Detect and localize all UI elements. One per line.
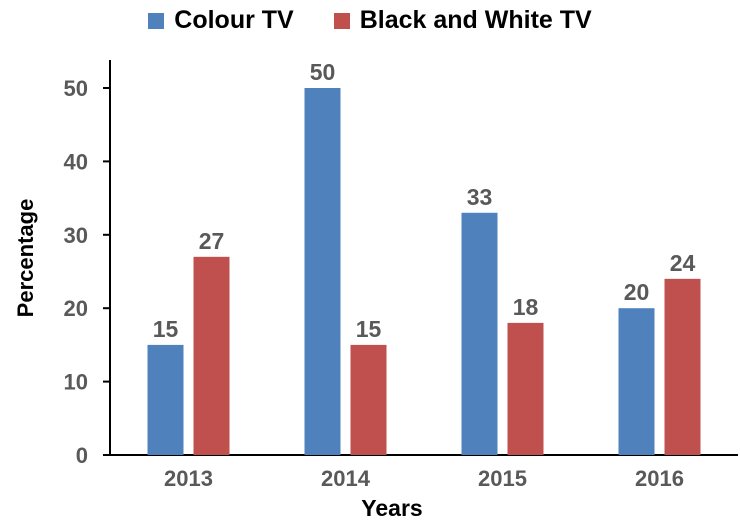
chart-legend: Colour TV Black and White TV bbox=[0, 6, 740, 35]
bar-black-white-tv-2015 bbox=[507, 322, 544, 455]
data-label: 24 bbox=[670, 250, 696, 276]
data-label: 50 bbox=[310, 59, 336, 85]
legend-swatch-black-white-tv bbox=[333, 12, 350, 29]
y-tick-label: 0 bbox=[76, 443, 88, 468]
bar-colour-tv-2014 bbox=[304, 88, 341, 455]
data-label: 33 bbox=[467, 184, 493, 210]
data-labels: 15 27 50 15 33 18 20 24 bbox=[153, 59, 696, 342]
y-tick-label: 20 bbox=[64, 296, 88, 321]
y-tick-label: 10 bbox=[64, 370, 88, 395]
bar-black-white-tv-2014 bbox=[350, 344, 387, 455]
data-label: 18 bbox=[513, 294, 539, 320]
legend-swatch-colour-tv bbox=[148, 12, 165, 29]
x-axis-title: Years bbox=[361, 495, 422, 521]
data-label: 15 bbox=[153, 316, 179, 342]
y-tick-label: 50 bbox=[64, 76, 88, 101]
legend-label-black-white-tv: Black and White TV bbox=[359, 6, 592, 34]
data-label: 20 bbox=[624, 279, 650, 305]
data-label: 27 bbox=[199, 228, 225, 254]
y-axis: 0 10 20 30 40 50 bbox=[64, 60, 111, 468]
bar-colour-tv-2016 bbox=[618, 308, 655, 455]
x-tick-label: 2015 bbox=[478, 466, 527, 491]
bars bbox=[147, 88, 701, 455]
x-tick-label: 2016 bbox=[635, 466, 684, 491]
legend-item-colour-tv: Colour TV bbox=[148, 6, 294, 35]
data-label: 15 bbox=[356, 316, 382, 342]
bar-colour-tv-2013 bbox=[147, 344, 184, 455]
bar-colour-tv-2015 bbox=[461, 212, 498, 455]
bar-black-white-tv-2013 bbox=[193, 256, 230, 455]
legend-label-colour-tv: Colour TV bbox=[174, 6, 294, 34]
x-tick-label: 2014 bbox=[321, 466, 371, 491]
y-tick-label: 40 bbox=[64, 149, 88, 174]
x-axis: 2013 2014 2015 2016 bbox=[110, 454, 738, 491]
x-tick-label: 2013 bbox=[164, 466, 213, 491]
y-tick-label: 30 bbox=[64, 223, 88, 248]
legend-item-black-white-tv: Black and White TV bbox=[333, 6, 592, 35]
bar-black-white-tv-2016 bbox=[664, 278, 701, 455]
y-axis-title: Percentage bbox=[13, 199, 38, 318]
